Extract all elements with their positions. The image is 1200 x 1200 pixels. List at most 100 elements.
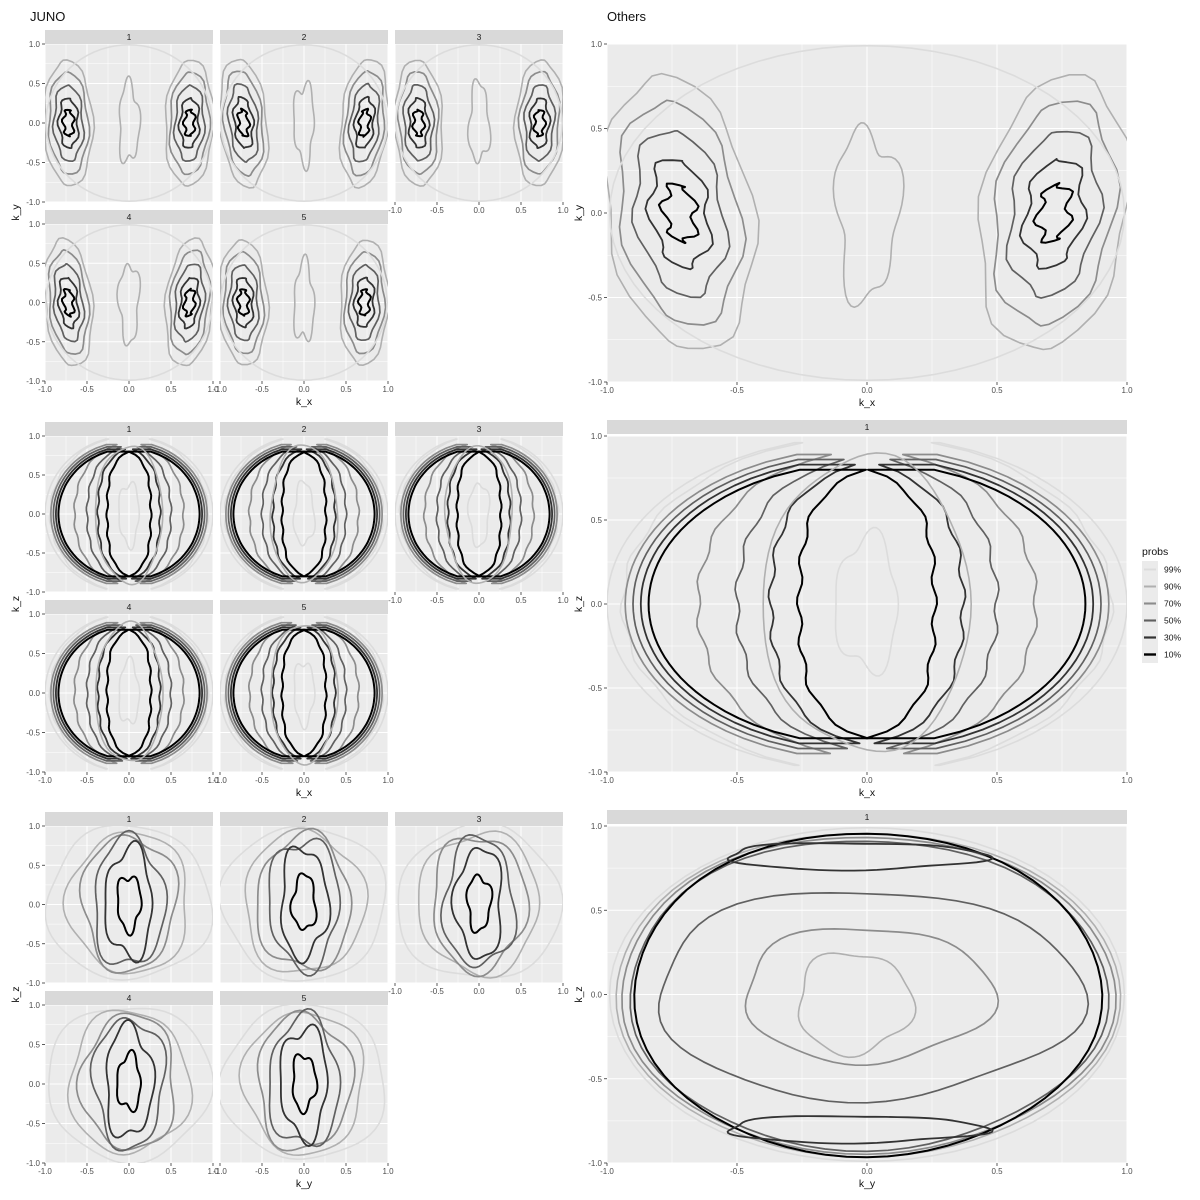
contour-line-90% (607, 72, 760, 350)
y-tick-label: 0.0 (591, 209, 603, 218)
facet-strip (220, 600, 388, 614)
x-tick-label: -1.0 (38, 776, 52, 785)
x-tick-label: 1.0 (557, 206, 569, 215)
contour-line-30% (450, 847, 503, 960)
contour-line-50% (134, 624, 206, 762)
facet-strip-label: 1 (865, 812, 870, 822)
contour-line-90% (797, 952, 917, 1059)
y-tick-label: 1.0 (29, 1001, 41, 1010)
contour-line-90% (62, 831, 186, 975)
y-tick-label: -0.5 (588, 684, 602, 693)
contour-line-50% (1005, 130, 1105, 299)
contour-line-70% (744, 928, 1000, 1067)
x-tick-label: -1.0 (213, 776, 227, 785)
x-tick-label: -0.5 (430, 596, 444, 605)
contour-line-70% (225, 443, 294, 585)
contour-line-50% (227, 624, 299, 762)
contour-group (220, 1005, 386, 1160)
contour-line-90% (762, 452, 972, 753)
contour-line-90% (395, 59, 443, 187)
contour-line-70% (314, 621, 383, 765)
contour-line-99% (323, 616, 388, 770)
y-tick-label: 0.5 (591, 906, 603, 915)
y-tick-label: 1.0 (29, 432, 41, 441)
y-tick-label: -0.5 (26, 338, 40, 347)
facet-panel: 2 (219, 812, 389, 984)
contour-line-90% (832, 122, 905, 308)
contour-line-99% (118, 480, 141, 551)
contour-line-10% (182, 287, 197, 318)
y-tick-label: 1.0 (591, 40, 603, 49)
facet-panel: 4 -1.0 -0.5 0.0 0.5 1.0 -1.0 -0.5 0.0 0.5 1.0 (26, 991, 219, 1176)
contour-line-90% (512, 59, 563, 187)
contour-line-50% (632, 458, 849, 750)
facet-strip-label: 4 (127, 602, 132, 612)
contour-line-99% (148, 438, 213, 590)
y-tick-label: 0.0 (591, 991, 603, 1000)
contour-line-50% (172, 84, 207, 162)
others-x-axis-title: k_x (859, 787, 876, 799)
x-tick-label: 0.5 (165, 1167, 177, 1176)
contour-line-10% (116, 1048, 142, 1114)
x-tick-label: -1.0 (600, 776, 614, 785)
y-tick-label: 0.0 (29, 510, 41, 519)
contour-line-50% (173, 263, 207, 343)
y-tick-label: -0.5 (588, 294, 602, 303)
contour-line-10% (647, 468, 869, 740)
contour-line-70% (168, 71, 212, 176)
contour-group (45, 826, 213, 981)
x-tick-label: 0.0 (473, 206, 485, 215)
y-tick-label: 1.0 (591, 432, 603, 441)
contour-line-70% (396, 71, 440, 176)
facet-strip-label: 5 (302, 212, 307, 222)
facet-panel: 4 -1.0 -0.5 0.0 0.5 1.0 -1.0 -0.5 0.0 0.5 1.0 (26, 210, 219, 394)
panels: 1 -1.0 -0.5 0.0 0.5 1.0 2 3 -1.0 -0.5 0.0 0.5 1.0 4 -1… (10, 30, 1133, 1190)
contour-line-70% (342, 70, 386, 177)
facet-strip (45, 30, 213, 44)
contour-line-99% (834, 526, 900, 677)
contour-line-90% (466, 78, 492, 165)
x-tick-label: -0.5 (255, 776, 269, 785)
x-tick-label: -0.5 (80, 385, 94, 394)
facet-strip (220, 422, 388, 436)
facet-strip (607, 810, 1127, 824)
x-tick-label: -0.5 (255, 1167, 269, 1176)
contour-line-50% (52, 446, 124, 582)
contour-group (607, 441, 1127, 767)
contour-line-90% (615, 832, 1122, 1158)
contour-line-30% (352, 95, 376, 149)
contour-line-99% (323, 438, 388, 590)
x-tick-label: 1.0 (207, 1167, 219, 1176)
x-tick-label: -1.0 (600, 386, 614, 395)
contour-line-99% (45, 826, 213, 981)
contour-line-90% (293, 253, 316, 343)
contour-line-10% (1032, 181, 1074, 244)
facet-strip (395, 812, 563, 826)
contour-line-30% (726, 1115, 994, 1145)
legend-items: 99% 90% 70% 50% 30% 10% (1142, 561, 1181, 663)
facet-strip (220, 210, 388, 224)
contour-line-10% (865, 468, 1087, 740)
x-tick-label: 1.0 (382, 1167, 394, 1176)
contour-line-50% (226, 82, 260, 163)
x-tick-label: 0.5 (515, 596, 527, 605)
contour-line-30% (130, 448, 203, 580)
legend-item-label: 10% (1164, 650, 1181, 660)
contour-line-30% (528, 97, 552, 149)
juno-y-axis-title: k_y (10, 204, 22, 221)
contour-line-10% (291, 1053, 319, 1116)
contour-line-90% (163, 237, 213, 367)
x-tick-label: 1.0 (1121, 776, 1133, 785)
y-tick-label: -0.5 (26, 940, 40, 949)
facet-strip (45, 991, 213, 1005)
contour-line-10% (302, 628, 376, 758)
y-tick-label: -0.5 (26, 1120, 40, 1129)
contour-line-70% (256, 1009, 356, 1152)
y-tick-label: -0.5 (26, 159, 40, 168)
contour-line-70% (314, 443, 383, 585)
y-tick-label: 1.0 (29, 822, 41, 831)
others-x-axis-title: k_y (859, 1178, 876, 1190)
x-tick-label: 1.0 (557, 596, 569, 605)
facet-panel: 1 -1.0 -0.5 0.0 0.5 1.0 (26, 422, 214, 597)
contour-line-30% (726, 842, 994, 872)
